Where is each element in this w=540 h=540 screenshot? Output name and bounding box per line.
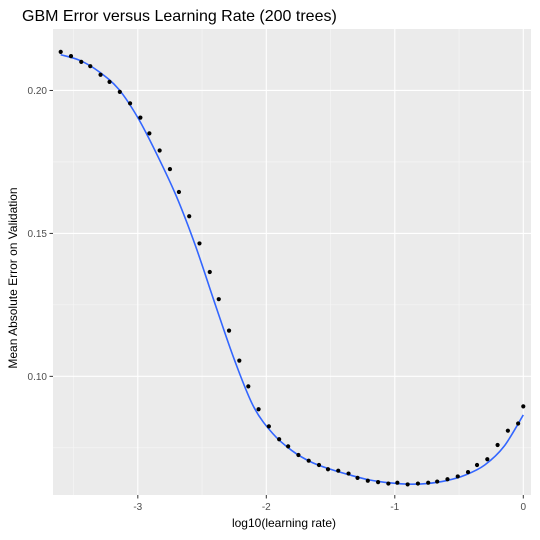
y-tick-label: 0.20 [28,86,48,97]
data-point [415,481,421,486]
data-point [346,471,351,476]
data-point [296,452,301,458]
data-point [138,115,143,120]
data-point [147,131,152,136]
data-point [474,462,480,468]
data-point [316,462,322,468]
data-point [386,481,391,486]
data-point [216,297,221,302]
data-point [237,358,242,363]
major-gridlines [53,29,531,495]
data-point [127,101,133,106]
data-point [521,404,526,409]
y-axis: 0.10 0.15 0.20 [28,86,53,383]
plot-panel [53,29,531,495]
data-point [395,480,400,485]
data-point [117,89,122,94]
data-point [256,407,261,412]
minor-gridlines [53,29,531,495]
x-axis-title: log10(learning rate) [232,516,336,530]
data-point [306,458,311,463]
data-point [176,189,182,195]
data-point [426,480,431,485]
data-point [375,480,381,485]
data-point [246,384,251,389]
data-point [88,64,93,69]
y-axis-title: Mean Absolute Error on Validation [6,187,20,368]
y-tick-label: 0.15 [28,229,48,240]
data-point [325,467,331,472]
data-point [485,457,490,462]
data-point [277,437,282,442]
data-point [465,470,471,475]
data-point [79,59,84,64]
data-point [107,79,112,84]
data-point [455,474,460,479]
data-point [405,482,410,487]
x-tick-label: 0 [521,502,527,513]
data-point [445,477,450,482]
data-point [266,424,271,429]
chart-title: GBM Error versus Learning Rate (200 tree… [22,8,337,25]
y-tick-label: 0.10 [28,372,48,383]
data-point [435,479,440,484]
data-point [336,468,341,473]
data-point [286,444,291,449]
data-point [516,421,521,426]
x-tick-label: -3 [133,502,142,513]
data-point [98,72,103,77]
data-point [68,54,74,59]
data-point [355,475,360,480]
data-point [197,241,202,246]
data-point [157,148,162,153]
data-point [505,428,510,433]
x-axis: -3 -2 -1 0 [133,495,527,513]
x-tick-label: -2 [262,502,271,513]
data-point [365,478,370,483]
data-point [187,214,192,219]
data-point [226,328,232,333]
data-point [207,269,212,275]
data-points [58,49,526,487]
x-tick-label: -1 [390,502,399,513]
data-point [495,442,500,448]
data-point [167,166,173,172]
data-point [58,49,63,54]
